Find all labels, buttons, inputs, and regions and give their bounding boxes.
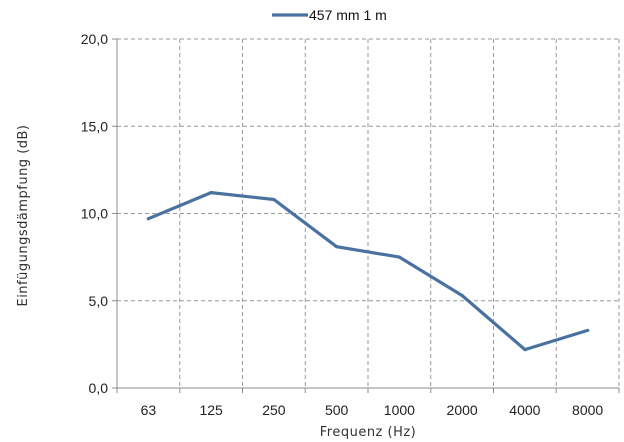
y-tick-label: 5,0	[89, 293, 109, 309]
y-tick-labels: 0,0 5,0 10,0 15,0 20,0	[81, 31, 117, 396]
data-point	[146, 217, 150, 221]
data-point	[272, 197, 276, 202]
legend-label: 457 mm 1 m	[309, 7, 387, 23]
x-tick-label: 1000	[384, 402, 415, 418]
x-tick-label: 125	[199, 402, 223, 418]
x-axis-title: Frequenz (Hz)	[320, 425, 417, 440]
series-line	[146, 191, 590, 352]
x-tick-label: 63	[141, 402, 157, 418]
x-tick-labels: 63 125 250 500 1000 2000 4000 8000	[116, 388, 620, 418]
data-point	[586, 328, 590, 333]
legend: 457 mm 1 m	[272, 7, 387, 23]
data-point	[335, 245, 339, 249]
y-axis-title: Einfügungsdämpfung (dB)	[16, 124, 31, 306]
data-point	[460, 293, 464, 298]
x-tick-label: 4000	[509, 402, 540, 418]
data-point	[523, 348, 527, 352]
grid	[117, 38, 620, 388]
x-tick-label: 500	[325, 402, 349, 418]
y-tick-label: 10,0	[81, 206, 108, 222]
x-tick-label: 250	[262, 402, 286, 418]
data-point	[397, 255, 401, 259]
y-tick-label: 15,0	[81, 118, 108, 134]
data-point	[209, 190, 213, 195]
series	[146, 190, 590, 352]
x-tick-label: 8000	[572, 402, 603, 418]
y-tick-label: 0,0	[89, 380, 109, 396]
y-tick-label: 20,0	[81, 31, 108, 47]
x-tick-label: 2000	[447, 402, 478, 418]
